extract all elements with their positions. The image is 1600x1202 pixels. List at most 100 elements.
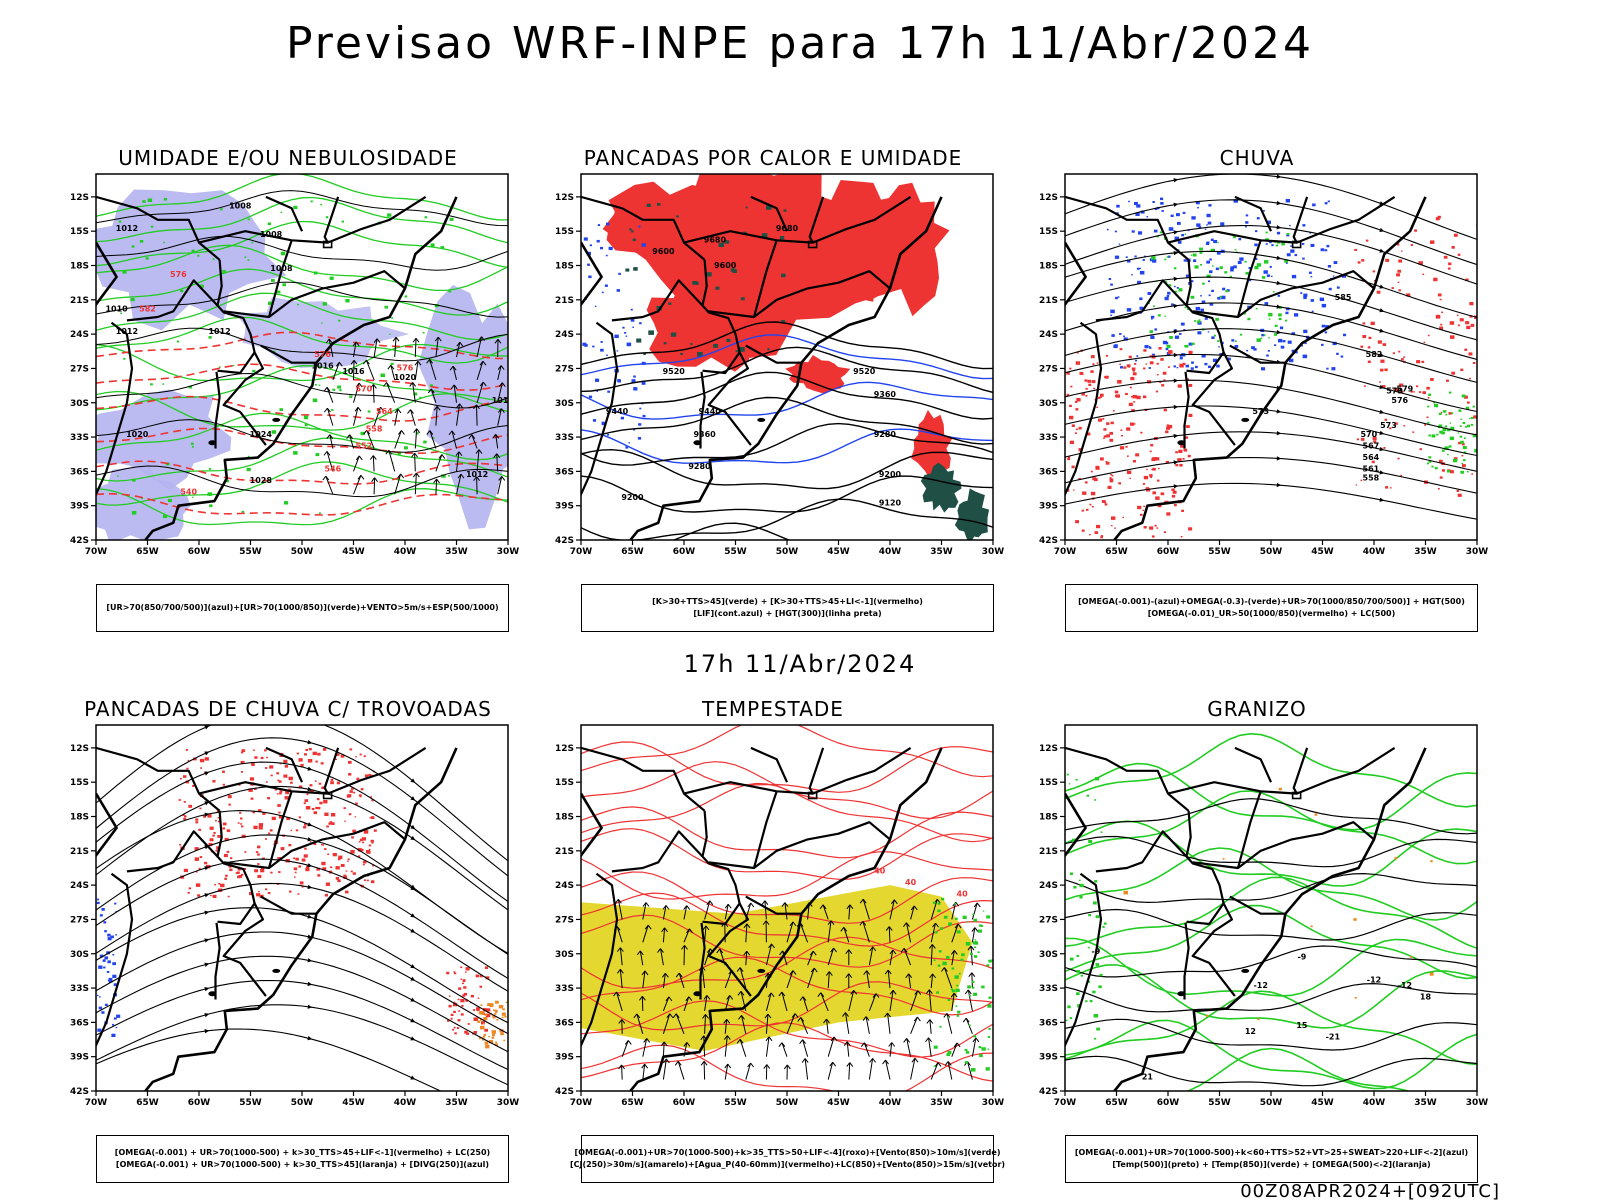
humid-lift-speck bbox=[1373, 270, 1376, 272]
omega-speck bbox=[1300, 292, 1302, 294]
thunder-speck bbox=[242, 749, 246, 752]
omega500-speck bbox=[1394, 857, 1397, 859]
divergence-speck bbox=[104, 956, 108, 959]
rain-speck bbox=[1471, 424, 1473, 426]
water-label: 40 bbox=[905, 878, 917, 887]
omega-speck bbox=[1175, 336, 1179, 339]
humid-lift-speck bbox=[1178, 384, 1182, 387]
lifted-index-speck bbox=[601, 341, 603, 343]
lifted-index-speck bbox=[614, 335, 618, 339]
lifted-index-speck bbox=[584, 237, 588, 240]
thickness-label: 582 bbox=[139, 304, 156, 313]
geopotential-label: 9600 bbox=[652, 247, 675, 256]
strong-wind-speck bbox=[936, 991, 939, 993]
moist-speck bbox=[715, 287, 719, 290]
moist-speck bbox=[648, 330, 654, 335]
humid-lift-speck bbox=[1109, 439, 1113, 442]
thunder-speck bbox=[466, 1033, 469, 1035]
temperature-label: 21 bbox=[1142, 1073, 1154, 1082]
isobar-label: 1028 bbox=[250, 476, 273, 485]
thunder-speck bbox=[272, 817, 276, 820]
heavy-rain-speck bbox=[492, 1037, 495, 1039]
humid-lift-speck bbox=[1090, 370, 1093, 373]
isobar-label: 1008 bbox=[229, 201, 252, 210]
temp-speck bbox=[1079, 884, 1083, 887]
thunder-speck bbox=[264, 749, 267, 751]
lat-tick-label: 21S bbox=[555, 847, 574, 857]
humid-lift-speck bbox=[1471, 324, 1475, 327]
omega-speck bbox=[1181, 323, 1185, 326]
moist-speck bbox=[625, 269, 629, 272]
strong-wind-speck bbox=[971, 1068, 976, 1072]
lon-tick-label: 60W bbox=[1157, 1098, 1180, 1108]
thunder-speck bbox=[195, 857, 199, 861]
thunder-speck bbox=[473, 1009, 475, 1011]
thunder-speck bbox=[313, 752, 317, 755]
wind-vector bbox=[622, 1065, 623, 1080]
moist-speck bbox=[676, 215, 679, 217]
omega-speck bbox=[1113, 345, 1117, 348]
lon-tick-label: 50W bbox=[776, 1098, 799, 1108]
panel-title: GRANIZO bbox=[1017, 697, 1497, 721]
lifted-index-speck bbox=[631, 309, 633, 311]
lat-tick-label: 30S bbox=[555, 399, 574, 409]
humidity-speck bbox=[251, 242, 253, 244]
omega-speck bbox=[1322, 304, 1326, 308]
rain-speck bbox=[1450, 423, 1452, 424]
lifted-index-speck bbox=[622, 327, 624, 329]
geopotential-label: 9280 bbox=[688, 462, 711, 471]
strong-wind-speck bbox=[957, 1015, 960, 1017]
omega-speck bbox=[1312, 204, 1316, 207]
moist-speck bbox=[633, 239, 636, 242]
omega-speck bbox=[1123, 336, 1125, 337]
lifted-index-speck bbox=[618, 273, 621, 275]
thunder-speck bbox=[250, 777, 254, 780]
thunder-speck bbox=[222, 827, 225, 829]
omega-speck bbox=[1139, 298, 1142, 301]
humidity-speck bbox=[315, 384, 317, 386]
rain-speck bbox=[1428, 435, 1431, 437]
thunder-speck bbox=[344, 807, 346, 809]
temp-speck bbox=[1087, 795, 1090, 797]
omega-speck bbox=[1183, 212, 1186, 214]
humidity-speck bbox=[242, 511, 245, 513]
humidity-speck bbox=[384, 217, 386, 218]
thunder-speck bbox=[195, 821, 198, 823]
isobar-label: 1019 bbox=[492, 396, 515, 405]
humid-lift-speck bbox=[1129, 356, 1132, 359]
humid-lift-speck bbox=[1085, 395, 1087, 397]
omega-speck bbox=[1281, 346, 1285, 349]
lat-tick-label: 15S bbox=[1039, 227, 1058, 237]
humidity-speck bbox=[146, 257, 149, 259]
humid-lift-speck bbox=[1363, 322, 1366, 324]
humid-lift-speck bbox=[1416, 360, 1420, 363]
thunder-speck bbox=[260, 869, 264, 872]
heavy-rain-speck bbox=[483, 1017, 487, 1020]
lifted-index-speck bbox=[633, 387, 637, 390]
geopotential-label: 570 bbox=[1360, 430, 1377, 439]
lagoon-mark bbox=[757, 418, 765, 422]
humid-lift-speck bbox=[1136, 396, 1140, 399]
humid-lift-speck bbox=[1413, 391, 1415, 392]
temperature-label: -12 bbox=[1253, 981, 1267, 990]
strong-wind-speck bbox=[951, 988, 953, 990]
humid-lift-speck bbox=[1140, 432, 1142, 434]
rain-speck bbox=[1473, 406, 1475, 408]
humid-lift-speck bbox=[1179, 364, 1183, 368]
omega-speck bbox=[1177, 367, 1179, 368]
omega-speck bbox=[1151, 316, 1154, 319]
temp-speck bbox=[1066, 1020, 1068, 1021]
thunder-speck bbox=[336, 877, 339, 880]
humid-lift-speck bbox=[1129, 478, 1131, 479]
strong-wind-speck bbox=[986, 964, 989, 966]
lifted-index-speck bbox=[617, 289, 620, 292]
thunder-speck bbox=[240, 818, 243, 820]
humidity-speck bbox=[297, 304, 299, 305]
strong-wind-speck bbox=[956, 989, 960, 992]
humidity-speck bbox=[244, 256, 246, 258]
heavy-rain-speck bbox=[483, 1023, 485, 1024]
humidity-speck bbox=[405, 295, 408, 297]
lat-tick-label: 15S bbox=[555, 227, 574, 237]
humid-lift-speck bbox=[1462, 464, 1466, 467]
thunder-speck bbox=[460, 967, 462, 969]
